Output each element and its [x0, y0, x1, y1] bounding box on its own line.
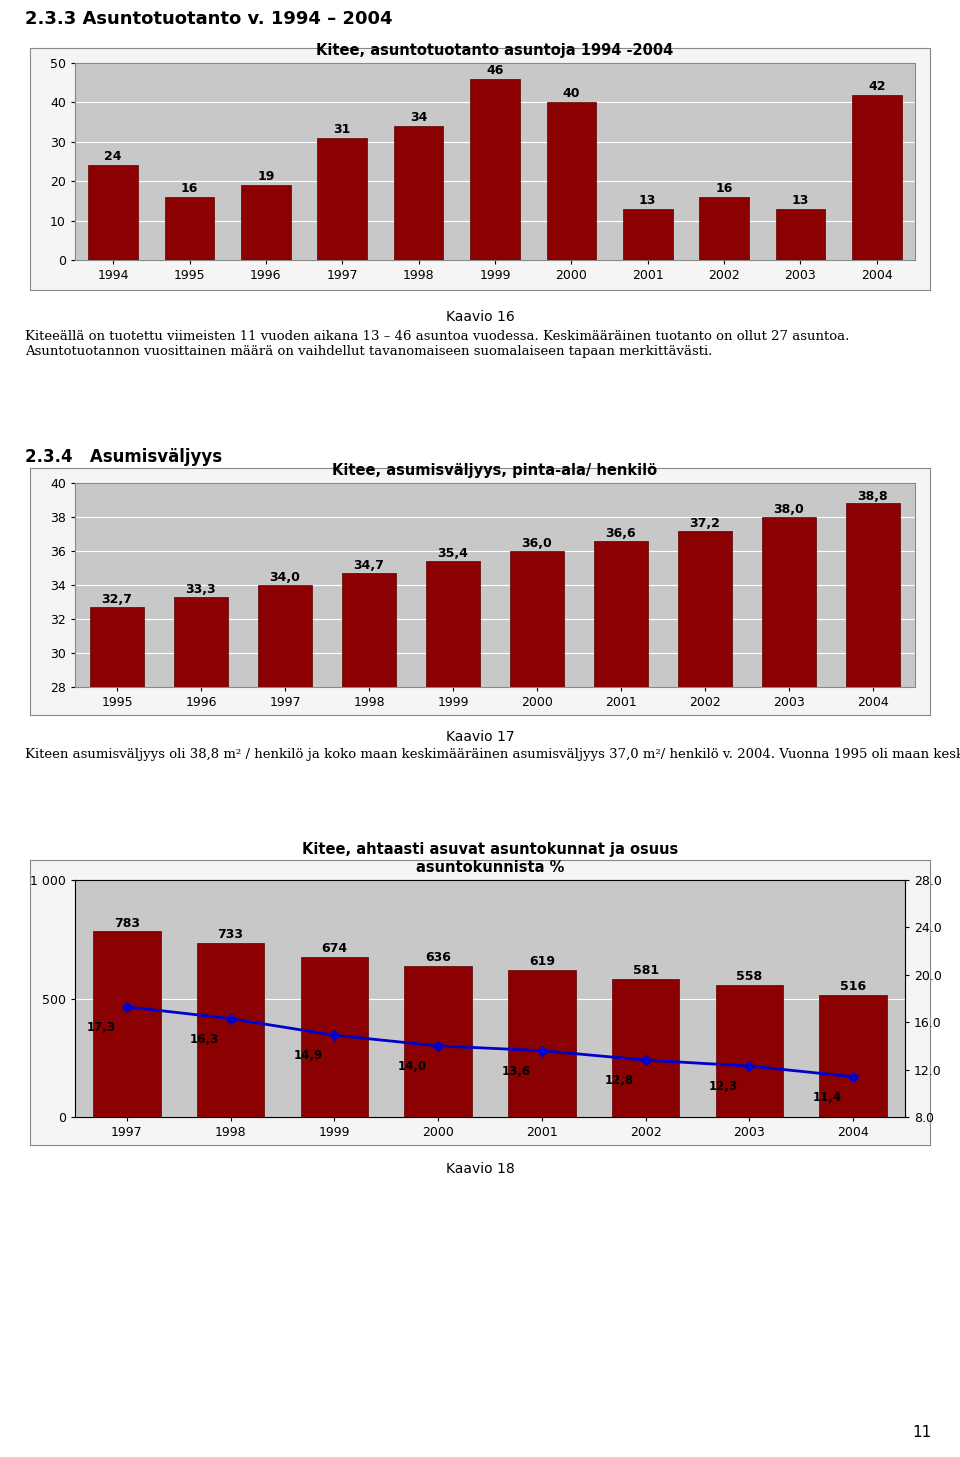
Text: 516: 516 — [840, 979, 866, 992]
Text: 783: 783 — [114, 916, 140, 930]
Bar — [300, 957, 368, 1118]
Text: 40: 40 — [563, 87, 580, 101]
Bar — [612, 979, 680, 1118]
Text: 19: 19 — [257, 170, 275, 184]
Text: 38,8: 38,8 — [857, 490, 888, 503]
Bar — [394, 127, 444, 259]
Text: 38,0: 38,0 — [774, 503, 804, 516]
Bar — [88, 166, 138, 259]
Text: 14,9: 14,9 — [294, 1049, 324, 1062]
Text: 12,8: 12,8 — [605, 1074, 635, 1087]
Bar — [165, 197, 214, 259]
Text: 34,0: 34,0 — [270, 571, 300, 584]
Title: Kitee, asuntotuotanto asuntoja 1994 -2004: Kitee, asuntotuotanto asuntoja 1994 -200… — [317, 42, 674, 58]
Text: 13: 13 — [792, 194, 809, 207]
Bar — [425, 561, 480, 1163]
Text: 42: 42 — [868, 80, 885, 93]
Text: Kaavio 17: Kaavio 17 — [445, 730, 515, 745]
Bar — [318, 138, 367, 259]
Bar — [715, 985, 783, 1118]
Bar — [820, 995, 887, 1118]
Text: 581: 581 — [633, 965, 659, 978]
Text: 46: 46 — [487, 64, 504, 77]
Text: 37,2: 37,2 — [689, 517, 720, 530]
Bar — [846, 504, 900, 1163]
Text: 33,3: 33,3 — [185, 583, 216, 596]
Bar — [342, 573, 396, 1163]
Text: 11: 11 — [912, 1425, 931, 1440]
Text: 12,3: 12,3 — [708, 1080, 738, 1093]
Text: 16,3: 16,3 — [190, 1033, 219, 1046]
Bar — [508, 970, 576, 1118]
Bar — [546, 102, 596, 259]
Bar — [678, 530, 732, 1163]
Text: 2.3.3 Asuntotuotanto v. 1994 – 2004: 2.3.3 Asuntotuotanto v. 1994 – 2004 — [25, 10, 393, 28]
Bar — [93, 931, 160, 1118]
Text: 2.3.4   Asumisväljyys: 2.3.4 Asumisväljyys — [25, 447, 222, 466]
Text: 24: 24 — [105, 150, 122, 163]
Text: 11,4: 11,4 — [812, 1091, 842, 1104]
Text: Kaavio 16: Kaavio 16 — [445, 310, 515, 323]
Text: 17,3: 17,3 — [86, 1021, 115, 1034]
Text: 13,6: 13,6 — [501, 1065, 531, 1078]
Title: Kitee, asumisväljyys, pinta-ala/ henkilö: Kitee, asumisväljyys, pinta-ala/ henkilö — [332, 463, 658, 478]
Bar — [761, 517, 816, 1163]
Bar — [404, 966, 472, 1118]
Text: 16: 16 — [180, 182, 198, 195]
Text: 31: 31 — [333, 122, 351, 136]
Text: 34: 34 — [410, 111, 427, 124]
Text: Kiteen asumisväljyys oli 38,8 m² / henkilö ja koko maan keskimääräinen asumisväl: Kiteen asumisväljyys oli 38,8 m² / henki… — [25, 747, 960, 761]
Text: 32,7: 32,7 — [102, 593, 132, 606]
Text: Kiteeällä on tuotettu viimeisten 11 vuoden aikana 13 – 46 asuntoa vuodessa. Kesk: Kiteeällä on tuotettu viimeisten 11 vuod… — [25, 329, 853, 358]
Text: 14,0: 14,0 — [397, 1061, 427, 1074]
Text: 558: 558 — [736, 970, 762, 983]
Text: 35,4: 35,4 — [438, 548, 468, 561]
Bar — [593, 541, 648, 1163]
Text: 16: 16 — [715, 182, 732, 195]
Bar — [623, 208, 673, 259]
Bar — [197, 943, 264, 1118]
Text: 619: 619 — [529, 956, 555, 969]
Bar — [174, 597, 228, 1163]
Bar — [510, 551, 564, 1163]
Text: 34,7: 34,7 — [353, 559, 384, 573]
Text: 36,6: 36,6 — [606, 527, 636, 541]
Text: Kaavio 18: Kaavio 18 — [445, 1163, 515, 1176]
Bar — [89, 608, 144, 1163]
Text: 636: 636 — [425, 951, 451, 965]
Text: 733: 733 — [218, 928, 244, 941]
Bar — [241, 185, 291, 259]
Text: 36,0: 36,0 — [521, 538, 552, 551]
Title: Kitee, ahtaasti asuvat asuntokunnat ja osuus
asuntokunnista %: Kitee, ahtaasti asuvat asuntokunnat ja o… — [301, 842, 678, 874]
Text: 674: 674 — [322, 943, 348, 956]
Text: 13: 13 — [639, 194, 657, 207]
Bar — [699, 197, 749, 259]
Bar — [257, 586, 312, 1163]
Bar — [776, 208, 826, 259]
Bar — [470, 79, 519, 259]
Bar — [852, 95, 901, 259]
